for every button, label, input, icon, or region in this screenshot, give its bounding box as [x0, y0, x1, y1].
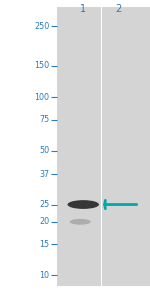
Text: 20: 20: [39, 217, 50, 226]
Text: 50: 50: [39, 146, 50, 155]
Text: 75: 75: [39, 115, 50, 124]
Text: 250: 250: [34, 22, 50, 31]
Text: 100: 100: [34, 93, 50, 102]
Text: 37: 37: [39, 170, 50, 179]
Bar: [57, 7, 100, 286]
Text: 2: 2: [115, 4, 122, 13]
Text: 150: 150: [34, 62, 50, 70]
Ellipse shape: [70, 219, 91, 225]
Bar: [102, 7, 150, 286]
Text: 1: 1: [80, 4, 86, 13]
Text: 10: 10: [39, 271, 50, 280]
Text: 25: 25: [39, 200, 50, 209]
Text: 15: 15: [39, 240, 50, 248]
Ellipse shape: [68, 200, 99, 209]
